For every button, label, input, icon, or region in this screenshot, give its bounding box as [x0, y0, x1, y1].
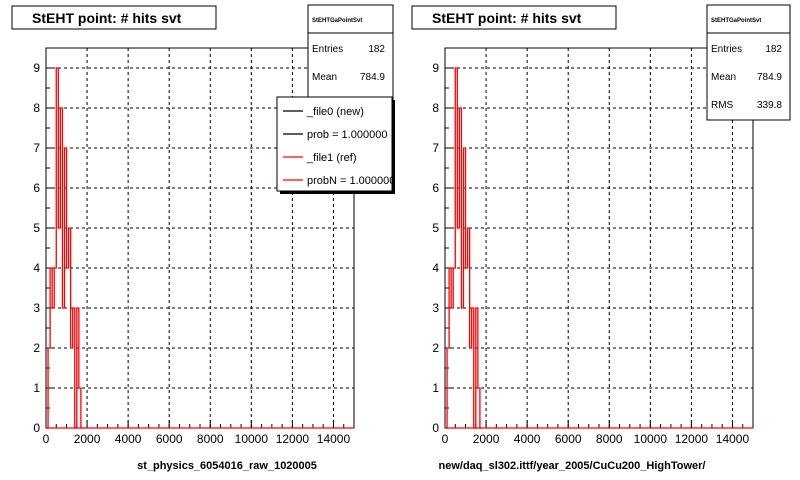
- y-tick-label: 5: [33, 221, 40, 235]
- y-tick-label: 4: [33, 261, 40, 275]
- y-tick-label: 2: [33, 341, 40, 355]
- y-tick-label: 3: [432, 301, 439, 315]
- x-tick-label: 4000: [115, 432, 142, 446]
- chart-title: StEHT point: # hits svt: [32, 10, 182, 26]
- x-tick-label: 0: [43, 432, 50, 446]
- x-tick-label: 2000: [473, 432, 500, 446]
- x-tick-label: 10000: [235, 432, 269, 446]
- stats-name: StEHTGaPointSvt: [711, 18, 761, 24]
- histogram-panel-1: 0 1 2 3 4 5 6 7 8 9 0 2000 4000 6000 8000 10000 12000 140…: [11, 4, 395, 472]
- stats-row-label: Mean: [312, 72, 337, 83]
- title-box: [11, 5, 217, 30]
- y-tick-label: 6: [33, 181, 40, 195]
- x-tick-label: 12000: [276, 432, 310, 446]
- x-tick-label: 14000: [317, 432, 351, 446]
- stats-row-value: 784.9: [757, 72, 782, 83]
- y-tick-label: 0: [33, 421, 40, 435]
- stats-row-label: RMS: [711, 100, 734, 111]
- x-tick-label: 6000: [555, 432, 582, 446]
- x-tick-label: 8000: [596, 432, 623, 446]
- x-tick-label: 12000: [675, 432, 709, 446]
- y-tick-label: 5: [432, 221, 439, 235]
- y-tick-label: 9: [432, 61, 439, 75]
- x-tick-label: 6000: [156, 432, 183, 446]
- stats-box: [706, 4, 791, 121]
- y-tick-label: 8: [432, 101, 439, 115]
- histogram-series-line: [445, 67, 482, 429]
- stats-row-label: Entries: [711, 44, 742, 55]
- legend-label: _file1 (ref): [306, 152, 357, 164]
- chart-title: StEHT point: # hits svt: [432, 10, 582, 26]
- y-tick-label: 3: [33, 301, 40, 315]
- x-tick-label: 0: [442, 432, 449, 446]
- y-tick-label: 7: [432, 141, 439, 155]
- stats-name: StEHTGaPointSvt: [312, 18, 362, 24]
- x-tick-label: 4000: [514, 432, 541, 446]
- x-tick-label: 8000: [197, 432, 224, 446]
- x-axis-label: new/daq_sl302.ittf/year_2005/CuCu200_Hig…: [439, 460, 706, 472]
- y-tick-label: 8: [33, 101, 40, 115]
- legend-box: [276, 96, 393, 192]
- x-tick-label: 2000: [74, 432, 101, 446]
- histogram-series-line: [46, 67, 83, 429]
- legend-label: probN = 1.000000: [307, 175, 395, 187]
- y-tick-label: 9: [33, 61, 40, 75]
- x-tick-label: 10000: [634, 432, 668, 446]
- stats-row-value: 339.8: [757, 100, 782, 111]
- y-tick-label: 7: [33, 141, 40, 155]
- legend-label: prob = 1.000000: [307, 129, 387, 141]
- stats-row-value: 182: [765, 44, 782, 55]
- x-axis-label: st_physics_6054016_raw_1020005: [137, 460, 317, 472]
- y-tick-label: 6: [432, 181, 439, 195]
- stats-row-label: Entries: [312, 44, 343, 55]
- y-tick-label: 4: [432, 261, 439, 275]
- histogram-panel-2: 0 1 2 3 4 5 6 7 8 9 0 2000 4000 6000 8000 10000 12000 140…: [411, 4, 791, 472]
- y-tick-label: 0: [432, 421, 439, 435]
- y-tick-label: 1: [432, 381, 439, 395]
- stats-row-label: Mean: [711, 72, 736, 83]
- legend-label: _file0 (new): [306, 106, 364, 118]
- plot-frame: [444, 47, 754, 429]
- title-box: [411, 5, 617, 30]
- stats-row-value: 784.9: [360, 72, 385, 83]
- y-tick-label: 2: [432, 341, 439, 355]
- y-tick-label: 1: [33, 381, 40, 395]
- stats-row-value: 182: [368, 44, 385, 55]
- x-tick-label: 14000: [716, 432, 750, 446]
